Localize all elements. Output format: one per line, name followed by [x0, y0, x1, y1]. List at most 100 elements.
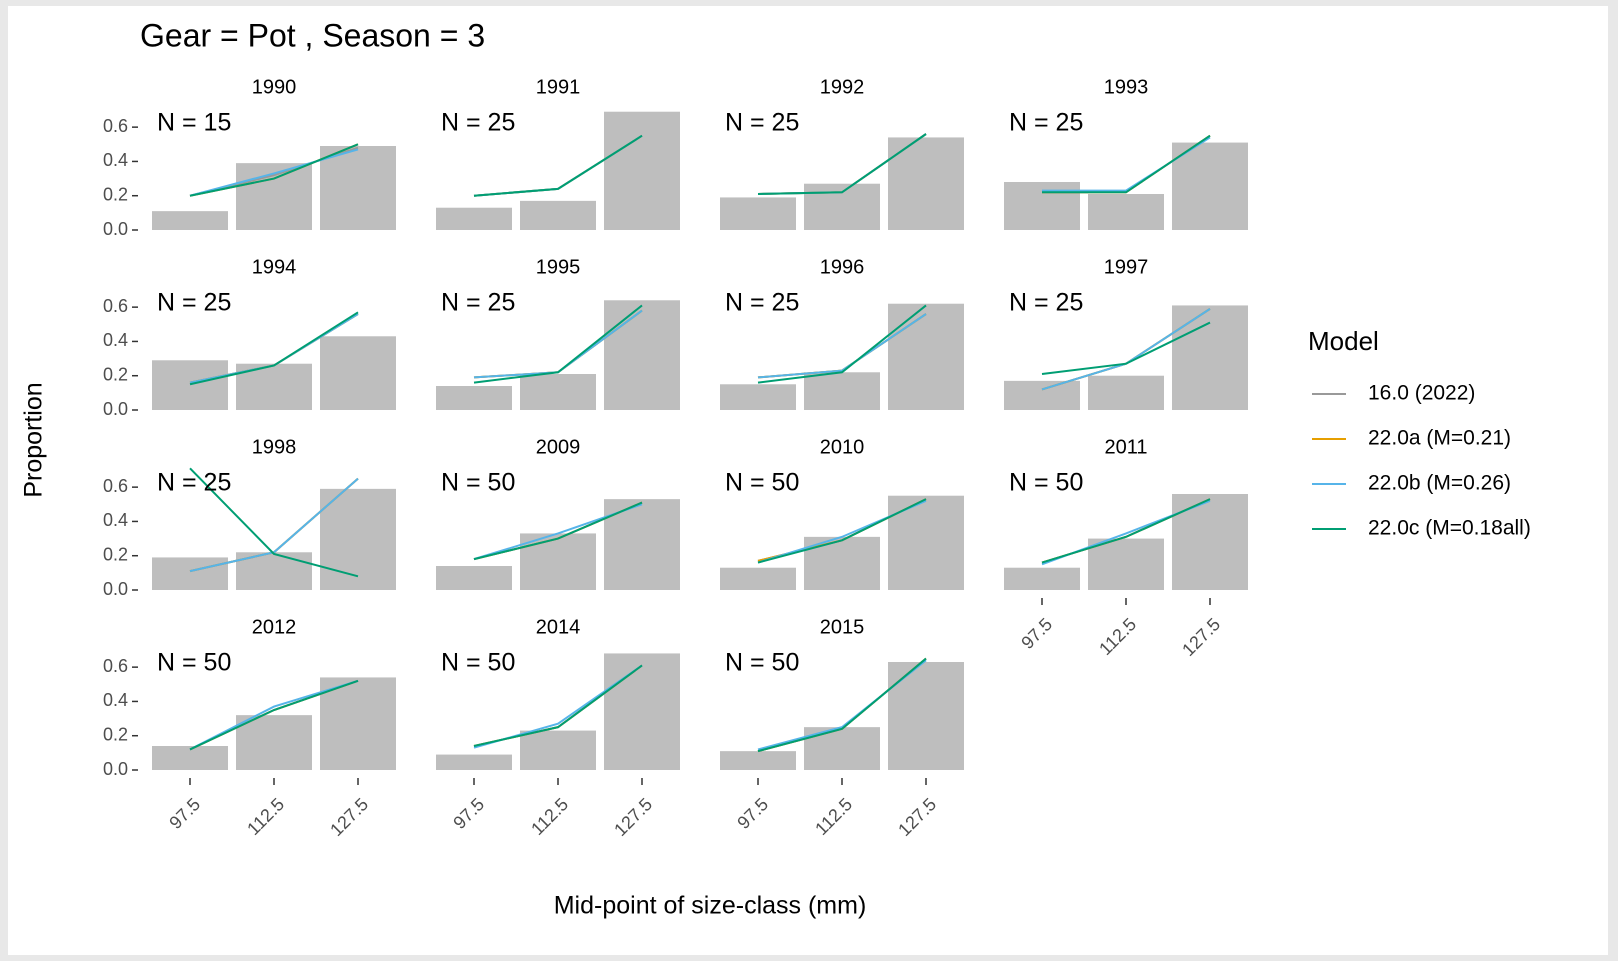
- bar: [888, 662, 964, 770]
- model-line: [1042, 134, 1211, 194]
- sample-size: N = 50: [441, 469, 515, 497]
- y-tick-label: 0.2: [103, 724, 128, 744]
- model-line: [189, 679, 359, 751]
- legend-title: Model: [1308, 326, 1379, 356]
- y-tick-label: 0.4: [103, 330, 128, 350]
- bar: [152, 211, 228, 230]
- legend-label: 22.0a (M=0.21): [1368, 427, 1511, 450]
- bar: [604, 111, 680, 230]
- model-line: [757, 133, 927, 195]
- model-line: [189, 467, 359, 578]
- sample-size: N = 25: [725, 289, 799, 317]
- panel-title: 1996: [820, 256, 865, 278]
- bar: [152, 746, 228, 770]
- y-tick-label: 0.0: [103, 399, 128, 419]
- sample-size: N = 25: [157, 469, 231, 497]
- sample-size: N = 25: [1009, 289, 1083, 317]
- y-axis-label: Proportion: [20, 382, 48, 497]
- bar: [520, 730, 596, 770]
- bar: [236, 715, 312, 770]
- panel-title: 2010: [820, 436, 865, 458]
- bar: [1004, 380, 1080, 410]
- bar: [720, 751, 796, 770]
- bar: [604, 653, 680, 770]
- panel-title: 2011: [1104, 436, 1147, 458]
- y-tick-label: 0.0: [103, 219, 128, 239]
- model-line: [473, 664, 643, 747]
- panel-title: 1992: [820, 76, 865, 98]
- sample-size: N = 25: [441, 289, 515, 317]
- sample-size: N = 50: [441, 649, 515, 677]
- bar: [436, 207, 512, 230]
- bar: [1004, 567, 1080, 590]
- model-line: [757, 313, 927, 379]
- sample-size: N = 25: [157, 289, 231, 317]
- bar: [720, 197, 796, 230]
- panel-title: 1998: [252, 436, 297, 458]
- bar: [1004, 182, 1080, 230]
- sample-size: N = 50: [725, 469, 799, 497]
- model-line: [189, 477, 359, 573]
- model-line: [473, 134, 643, 197]
- y-tick-label: 0.2: [103, 184, 128, 204]
- bar: [152, 557, 228, 590]
- chart-title: Gear = Pot , Season = 3: [140, 17, 485, 53]
- model-line: [757, 304, 927, 384]
- panel-title: 1995: [536, 256, 581, 278]
- sample-size: N = 15: [157, 109, 231, 137]
- bar: [152, 360, 228, 410]
- bar: [1088, 538, 1164, 590]
- bar: [1172, 305, 1248, 410]
- legend-label: 22.0b (M=0.26): [1368, 472, 1511, 495]
- bar: [604, 300, 680, 410]
- legend-label: 22.0c (M=0.18all): [1368, 517, 1531, 540]
- model-line: [189, 311, 359, 386]
- panel-title: 1997: [1104, 256, 1149, 278]
- model-line: [1041, 321, 1211, 375]
- bar: [1172, 494, 1248, 590]
- bar: [320, 488, 396, 590]
- sample-size: N = 50: [1009, 469, 1083, 497]
- bar: [888, 495, 964, 590]
- sample-size: N = 50: [157, 649, 231, 677]
- model-line: [473, 304, 643, 384]
- model-line: [473, 501, 643, 561]
- bar: [1088, 194, 1164, 230]
- bar: [804, 183, 880, 230]
- bar: [1088, 375, 1164, 410]
- y-tick-label: 0.6: [103, 296, 128, 316]
- bar: [320, 677, 396, 770]
- panel-title: 1990: [252, 76, 297, 98]
- bar: [804, 372, 880, 410]
- model-line: [189, 679, 359, 751]
- x-axis-label: Mid-point of size-class (mm): [554, 892, 867, 920]
- panel-title: 1994: [252, 256, 297, 278]
- panel-title: 1991: [536, 76, 581, 98]
- panel-title: 2012: [252, 616, 297, 638]
- model-line: [757, 498, 927, 564]
- bar: [436, 566, 512, 590]
- y-tick-label: 0.4: [103, 690, 128, 710]
- y-tick-label: 0.4: [103, 510, 128, 530]
- bar: [520, 374, 596, 410]
- bar: [1172, 142, 1248, 230]
- sample-size: N = 25: [725, 109, 799, 137]
- sample-size: N = 25: [441, 109, 515, 137]
- sample-size: N = 50: [725, 649, 799, 677]
- bar: [520, 533, 596, 590]
- bar: [520, 200, 596, 230]
- legend-label: 16.0 (2022): [1368, 382, 1475, 405]
- panel-title: 2015: [820, 616, 865, 638]
- y-tick-label: 0.6: [103, 656, 128, 676]
- panel-title: 2014: [536, 616, 581, 638]
- model-line: [189, 148, 359, 197]
- bar: [720, 384, 796, 410]
- y-tick-label: 0.0: [103, 759, 128, 779]
- bar: [436, 386, 512, 410]
- model-line: [1041, 498, 1211, 564]
- model-line: [189, 143, 359, 197]
- bar: [320, 336, 396, 410]
- panel-title: 1993: [1104, 76, 1149, 98]
- y-tick-label: 0.0: [103, 579, 128, 599]
